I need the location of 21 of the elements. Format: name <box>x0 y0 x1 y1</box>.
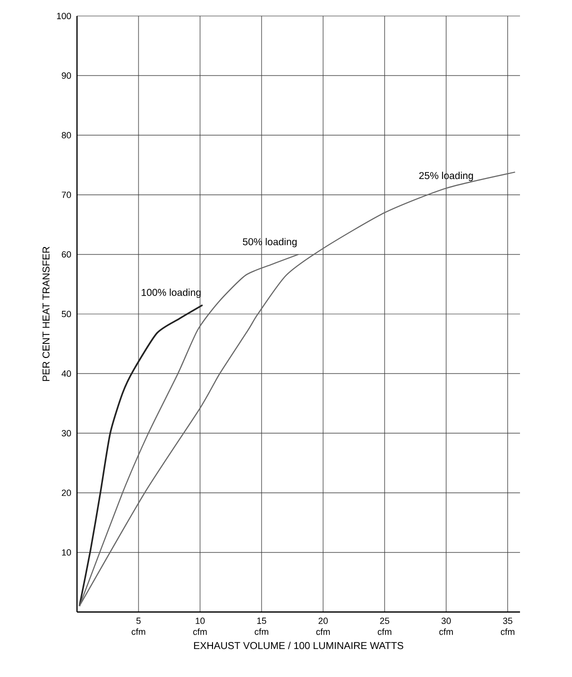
x-tick-label: 5 cfm <box>132 618 146 635</box>
x-tick-label: 10 cfm <box>193 618 207 635</box>
x-tick-label: 25 cfm <box>378 618 392 635</box>
y-tick-label: 60 <box>62 251 72 258</box>
y-tick-label: 80 <box>62 132 72 138</box>
x-axis-title: EXHAUST VOLUME / 100 LUMINAIRE WATTS <box>194 642 404 650</box>
y-tick-label: 50 <box>62 310 72 318</box>
x-tick-label: 35 cfm <box>500 618 514 635</box>
y-tick-label: 20 <box>62 490 72 496</box>
y-tick-label: 90 <box>62 72 72 79</box>
x-tick-label: 30 cfm <box>439 618 453 635</box>
x-tick-label: 15 cfm <box>254 618 268 635</box>
y-axis-title: PER CENT HEAT TRANSFER <box>42 246 50 381</box>
x-tick-label: 20 cfm <box>316 618 330 635</box>
y-tick-label: 30 <box>62 430 72 436</box>
y-tick-label: 10 <box>62 549 72 556</box>
y-tick-label: 70 <box>62 192 72 198</box>
line-series <box>78 304 204 607</box>
y-tick-label: 100 <box>57 12 72 20</box>
series-label: 100% loading <box>142 288 201 298</box>
y-tick-label: 40 <box>62 370 72 377</box>
